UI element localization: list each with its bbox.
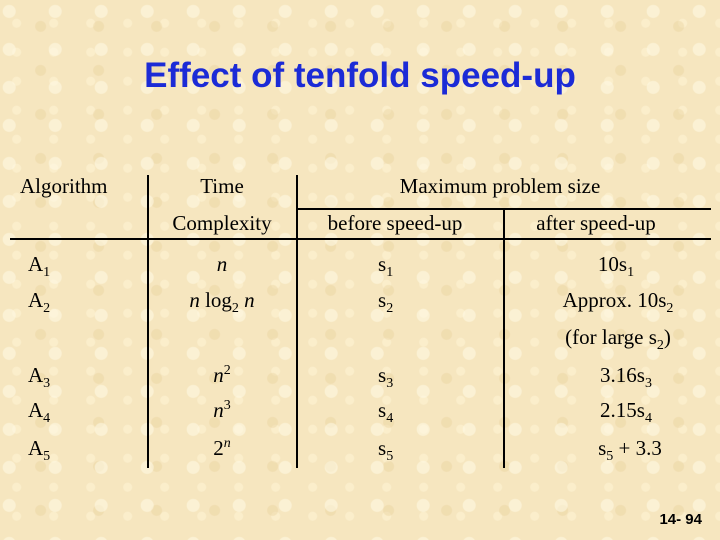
header-algorithm: Algorithm [20,174,108,198]
slide-title: Effect of tenfold speed-up [144,56,576,95]
row-5-size-after: s5 + 3.3 [598,436,662,465]
row-2-size-before: s2 [378,288,394,317]
row-1-algorithm: A1 [28,252,51,281]
header-after-speedup: after speed-up [536,211,656,235]
header-time: Time [200,174,244,198]
row-5-size-before: s5 [378,436,394,465]
row-2-size-after: Approx. 10s2 [562,288,674,317]
divider-header [10,238,711,240]
row-4-size-after: 2.15s4 [600,398,652,427]
header-complexity: Complexity [172,211,272,235]
row-2-note: (for large s2) [565,325,671,354]
divider-time-size [296,175,298,468]
divider-subheader [296,208,711,210]
header-max-problem-size: Maximum problem size [399,174,601,198]
row-3-algorithm: A3 [28,363,51,392]
row-2-algorithm: A2 [28,288,51,317]
row-1-time: n [216,252,228,276]
row-4-time: n3 [213,398,231,422]
row-1-size-before: s1 [378,252,394,281]
divider-algorithm-time [147,175,149,468]
row-4-algorithm: A4 [28,398,51,427]
header-before-speedup: before speed-up [327,211,463,235]
page-number: 14- 94 [659,511,702,528]
row-3-size-before: s3 [378,363,394,392]
divider-before-after [503,210,505,468]
row-2-time: n log2 n [189,288,255,317]
row-5-algorithm: A5 [28,436,51,465]
row-5-time: 2n [213,436,231,460]
row-3-time: n2 [213,363,231,387]
row-3-size-after: 3.16s3 [600,363,652,392]
row-4-size-before: s4 [378,398,394,427]
row-1-size-after: 10s1 [597,252,635,281]
